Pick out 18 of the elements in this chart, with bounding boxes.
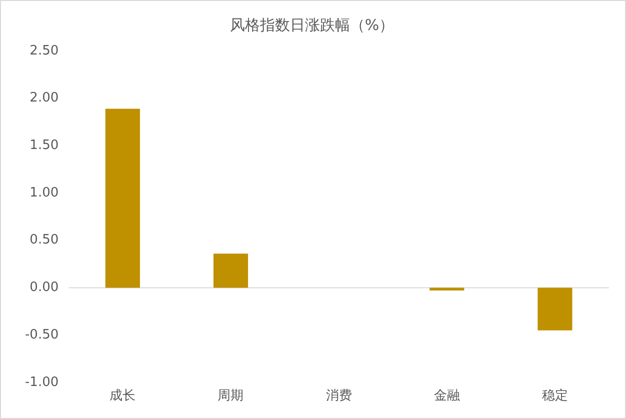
y-tick-label: 0.50 [30, 232, 59, 248]
x-tick-label: 金融 [434, 388, 460, 404]
y-tick-label: 1.50 [30, 138, 59, 154]
y-tick-label: 2.00 [30, 90, 59, 106]
y-tick-label: 0.00 [30, 280, 59, 296]
x-tick-label: 稳定 [542, 388, 568, 404]
chart-title: 风格指数日涨跌幅（%） [230, 16, 394, 34]
x-tick-label: 成长 [110, 388, 136, 404]
bar [430, 288, 464, 291]
bar [538, 288, 572, 330]
y-tick-label: -1.00 [24, 374, 59, 390]
x-tick-label: 消费 [326, 388, 352, 404]
y-tick-label: 1.00 [30, 185, 59, 200]
y-tick-label: 2.50 [30, 43, 59, 58]
bar [105, 108, 140, 288]
y-tick-label: -0.50 [24, 327, 59, 342]
x-tick-label: 周期 [218, 388, 244, 404]
bar [213, 254, 248, 288]
